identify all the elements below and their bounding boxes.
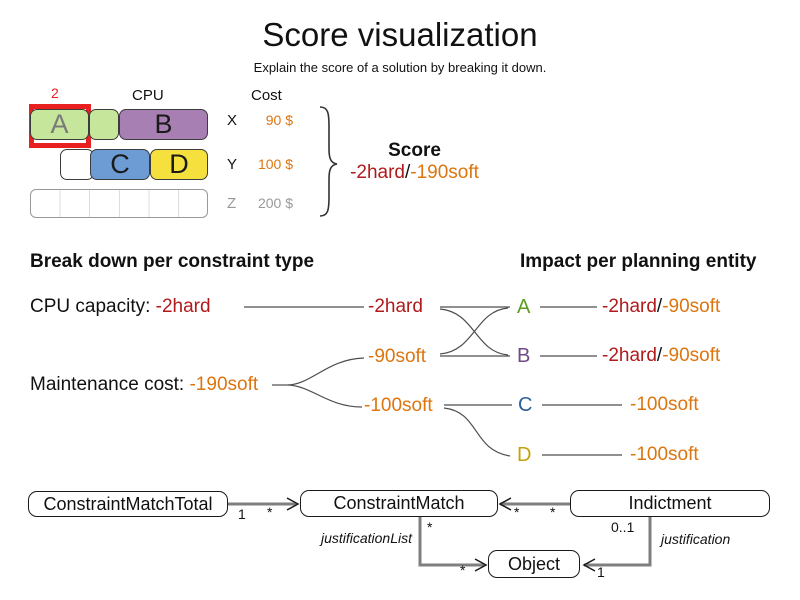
breakdown-maintenance-value: -190soft: [189, 374, 259, 395]
machine-y-cost: 100 $: [257, 156, 293, 172]
uml-indictment-label: Indictment: [628, 493, 712, 513]
machine-x-cost: 90 $: [265, 112, 293, 128]
line-maintenance-to-100soft: [287, 384, 363, 408]
uml-multiplicity-cmt-one: 1: [238, 506, 246, 522]
entity-b: B: [517, 345, 531, 367]
line-2hard-to-entity-b: [439, 308, 509, 356]
impact-heading: Impact per planning entity: [520, 251, 757, 272]
breakdown-cpu-capacity: CPU capacity: -2hard: [30, 296, 211, 318]
uml-multiplicity-cm-obj-star-top: *: [427, 519, 433, 535]
arrowhead-into-cm-right: [498, 497, 512, 511]
empty-slot-y: [60, 149, 94, 180]
machine-z-empty-grid: [30, 189, 208, 218]
breakdown-cpu-value: -2hard: [155, 296, 211, 317]
uml-role-justification: justification: [661, 531, 731, 547]
impact-a-separator: /: [656, 296, 663, 317]
machine-x-label: X: [227, 112, 238, 129]
process-c-label: C: [110, 149, 130, 179]
uml-class-indictment: Indictment: [570, 490, 770, 517]
process-block-d: D: [150, 149, 208, 180]
arrowhead-into-object-left: [474, 558, 488, 572]
uml-multiplicity-cm-obj-star-bottom: *: [460, 562, 466, 578]
arrowhead-into-cm-left: [286, 497, 300, 511]
breakdown-heading: Break down per constraint type: [30, 251, 315, 272]
impact-value-d: -100soft: [630, 444, 699, 465]
uml-multiplicity-cm-ind-star-left: *: [514, 504, 520, 520]
impact-value-a: -2hard/-90soft: [602, 296, 720, 318]
process-block-a: A: [30, 109, 89, 140]
breakdown-cpu-label: CPU capacity:: [30, 296, 156, 317]
arrowhead-into-object-right: [582, 558, 596, 572]
impact-b-separator: /: [656, 345, 663, 366]
uml-class-object: Object: [488, 550, 580, 578]
impact-value-b: -2hard/-90soft: [602, 345, 720, 367]
breakdown-maintenance-label: Maintenance cost:: [30, 374, 190, 395]
impact-b-soft: -90soft: [662, 345, 721, 366]
process-block-b: B: [119, 109, 208, 140]
line-100soft-to-entity-d: [443, 407, 511, 457]
uml-class-constraint-match-total: ConstraintMatchTotal: [28, 491, 228, 517]
impact-value-c: -100soft: [630, 394, 699, 415]
score-separator: /: [404, 162, 411, 183]
uml-multiplicity-cm-ind-star-right: *: [550, 504, 556, 520]
uml-multiplicity-cmt-star: *: [267, 504, 273, 520]
uml-object-label: Object: [507, 553, 561, 574]
score-value: -2hard/-190soft: [322, 162, 507, 184]
impact-a-hard: -2hard: [602, 296, 657, 317]
entity-c: C: [518, 394, 533, 416]
line-90soft-to-entity-a: [439, 307, 509, 355]
impact-b-hard: -2hard: [602, 345, 657, 366]
process-block-small-green: [89, 109, 119, 140]
uml-cm-label: ConstraintMatch: [333, 493, 465, 513]
score-soft-value: -190soft: [410, 162, 479, 183]
machine-z-cost: 200 $: [257, 195, 293, 211]
match-value-100soft: -100soft: [364, 395, 433, 416]
uml-cmt-label: ConstraintMatchTotal: [43, 493, 213, 514]
match-value-2hard: -2hard: [368, 296, 423, 317]
breakdown-maintenance: Maintenance cost: -190soft: [30, 374, 258, 396]
uml-multiplicity-ind-obj-zero-one: 0..1: [611, 519, 635, 535]
process-d-label: D: [169, 149, 189, 179]
highlight-count-label: 2: [51, 85, 59, 101]
entity-d: D: [517, 444, 532, 466]
process-a-label: A: [50, 109, 69, 139]
uml-class-constraint-match: ConstraintMatch: [300, 490, 498, 517]
page-title: Score visualization: [262, 16, 538, 53]
uml-multiplicity-ind-obj-one: 1: [597, 564, 605, 580]
machine-z-label: Z: [227, 195, 237, 212]
process-block-c: C: [90, 149, 150, 180]
score-heading: Score: [388, 140, 441, 161]
score-hard-value: -2hard: [350, 162, 405, 183]
uml-role-justification-list: justificationList: [320, 530, 412, 546]
match-value-90soft: -90soft: [368, 346, 427, 367]
machine-y-label: Y: [227, 156, 238, 173]
cost-header: Cost: [251, 87, 282, 104]
entity-a: A: [517, 296, 531, 318]
process-b-label: B: [154, 109, 173, 139]
impact-a-soft: -90soft: [662, 296, 721, 317]
cpu-header: CPU: [132, 87, 164, 104]
page-subtitle: Explain the score of a solution by break…: [253, 60, 547, 75]
line-maintenance-to-90soft: [287, 357, 365, 386]
